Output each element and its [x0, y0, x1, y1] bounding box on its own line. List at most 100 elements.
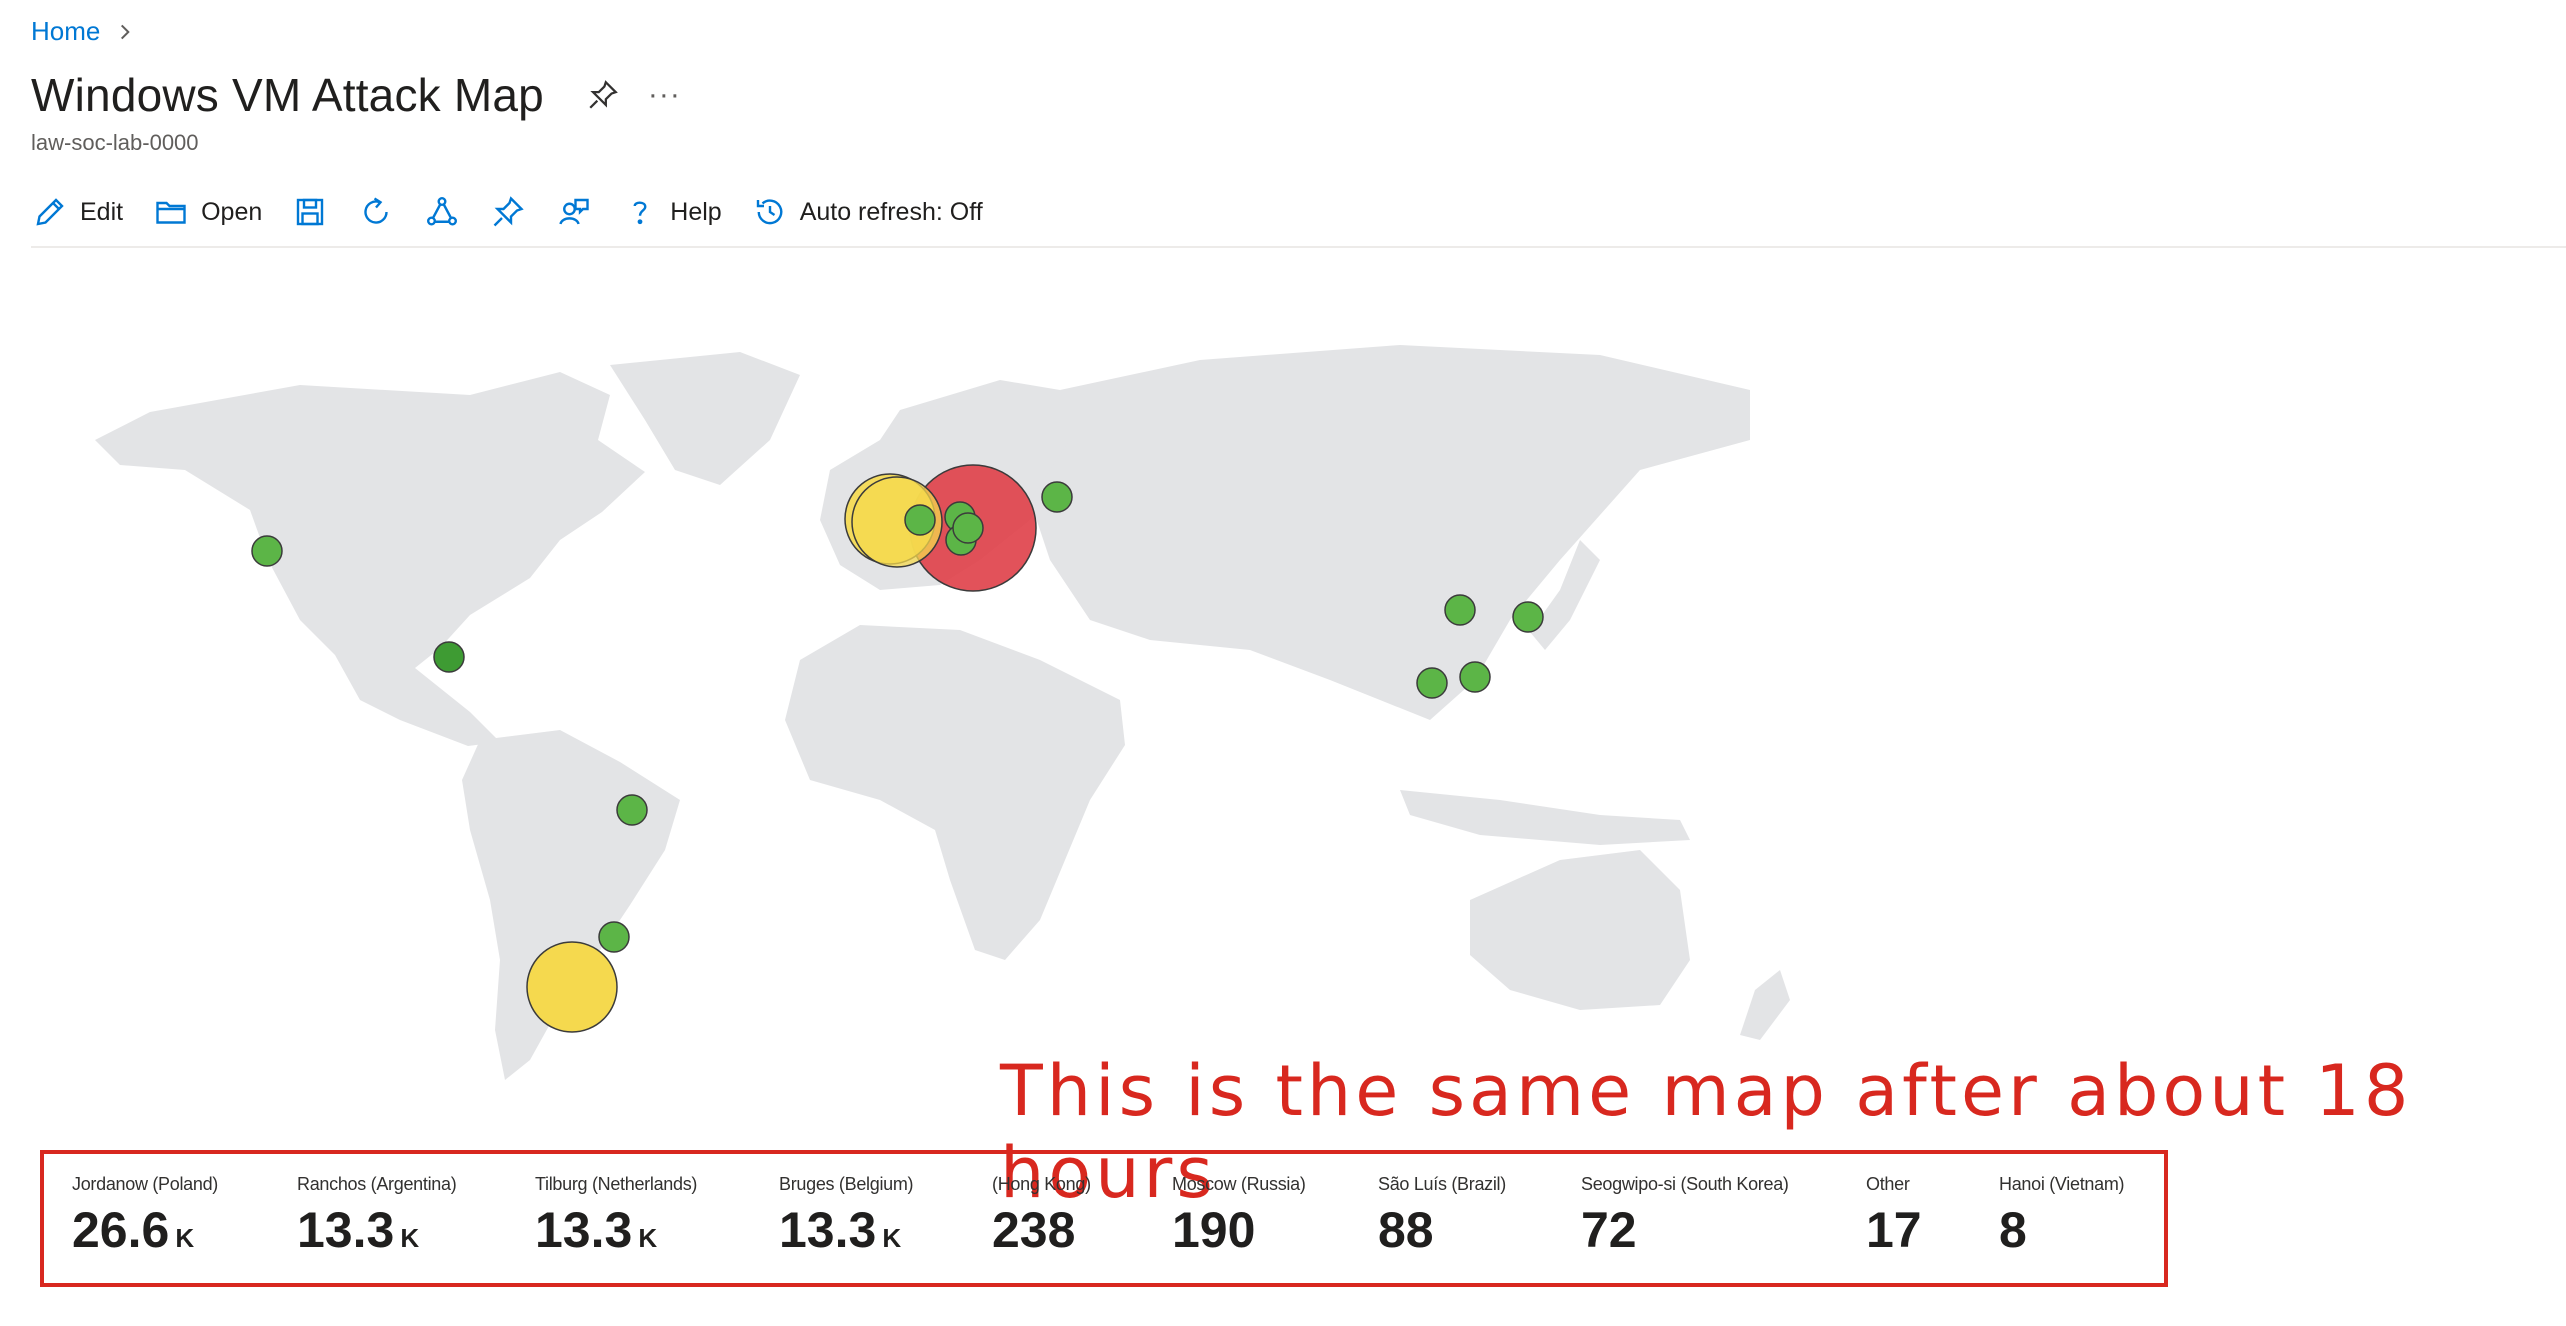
folder-open-icon: [156, 201, 186, 224]
marker-florida[interactable]: [433, 641, 465, 673]
auto-refresh-label: Auto refresh: Off: [799, 197, 983, 226]
refresh-icon: [364, 197, 388, 224]
tile-moscow[interactable]: Moscow (Russia) 190: [1172, 1174, 1306, 1259]
japan: [1530, 540, 1600, 650]
tile-value-row: 190: [1172, 1201, 1306, 1259]
north-america: [95, 372, 645, 746]
share-button[interactable]: [424, 194, 460, 230]
asia: [1030, 345, 1750, 720]
tile-value: 88: [1378, 1202, 1434, 1258]
tile-value-row: 238: [992, 1201, 1091, 1259]
tile-hong-kong[interactable]: (Hong Kong) 238: [992, 1174, 1091, 1259]
toolbar: Edit Open Help Auto refresh: Off: [32, 190, 1013, 234]
tile-label: Hanoi (Vietnam): [1999, 1174, 2125, 1194]
tile-hanoi[interactable]: Hanoi (Vietnam) 8: [1999, 1174, 2125, 1259]
chevron-right-icon: [121, 24, 131, 39]
world-map: [95, 345, 1790, 1080]
page-title: Windows VM Attack Map: [31, 69, 544, 121]
tile-value-row: 8: [1999, 1201, 2124, 1259]
new-zealand: [1740, 970, 1790, 1040]
tile-value: 72: [1581, 1202, 1637, 1258]
tile-value-row: 26.6 K: [72, 1201, 218, 1259]
australia: [1470, 850, 1690, 1010]
open-button[interactable]: Open: [153, 194, 262, 230]
tile-label: Moscow (Russia): [1172, 1174, 1306, 1194]
marker-germany[interactable]: [904, 504, 936, 536]
tile-unit: K: [882, 1223, 902, 1253]
title-row: Windows VM Attack Map ···: [31, 68, 681, 122]
marker-hanoi[interactable]: [1416, 667, 1448, 699]
pin-icon: [493, 196, 524, 227]
marker-korea[interactable]: [1512, 601, 1544, 633]
tile-unit: K: [400, 1223, 420, 1253]
marker-west-us[interactable]: [251, 535, 283, 567]
tile-value-row: 13.3 K: [535, 1201, 697, 1259]
tile-value-row: 88: [1378, 1201, 1506, 1259]
africa: [785, 625, 1125, 960]
marker-hong-kong[interactable]: [1459, 661, 1491, 693]
tile-other[interactable]: Other 17: [1866, 1174, 1928, 1259]
tile-value: 238: [992, 1202, 1076, 1258]
tile-tilburg[interactable]: Tilburg (Netherlands) 13.3 K: [535, 1174, 697, 1259]
tile-label: Seogwipo-si (South Korea): [1581, 1174, 1789, 1194]
tile-seogwipo[interactable]: Seogwipo-si (South Korea) 72: [1581, 1174, 1789, 1259]
greenland: [610, 352, 800, 485]
tile-label: Tilburg (Netherlands): [535, 1174, 698, 1194]
tile-value: 8: [1999, 1202, 2027, 1258]
marker-hungary[interactable]: [952, 512, 984, 544]
tile-label: Bruges (Belgium): [779, 1174, 914, 1194]
person-feedback-icon: [559, 198, 589, 225]
refresh-button[interactable]: [358, 194, 394, 230]
tile-value-row: 72: [1581, 1201, 1789, 1259]
tile-sao-luis[interactable]: São Luís (Brazil) 88: [1378, 1174, 1506, 1259]
attack-markers: [251, 464, 1544, 1033]
pin-to-dashboard-button[interactable]: [490, 194, 526, 230]
share-icon: [427, 196, 458, 226]
marker-sao-luis[interactable]: [616, 794, 648, 826]
tile-label: Other: [1866, 1174, 1910, 1194]
tile-ranchos[interactable]: Ranchos (Argentina) 13.3 K: [297, 1174, 457, 1259]
tile-value: 13.3: [297, 1202, 395, 1258]
marker-north-china[interactable]: [1444, 594, 1476, 626]
pencil-icon: [36, 198, 64, 226]
save-button[interactable]: [292, 194, 328, 230]
breadcrumb-home-link[interactable]: Home: [31, 16, 101, 46]
tile-value: 190: [1172, 1202, 1256, 1258]
feedback-button[interactable]: [556, 194, 592, 230]
tile-label: (Hong Kong): [992, 1174, 1091, 1194]
tile-jordanow[interactable]: Jordanow (Poland) 26.6 K: [72, 1174, 218, 1259]
question-icon: [633, 201, 647, 225]
open-label: Open: [201, 197, 263, 226]
marker-argentina[interactable]: [526, 941, 618, 1033]
marker-moscow[interactable]: [1041, 481, 1073, 513]
tile-value: 13.3: [535, 1202, 633, 1258]
tile-value-row: 17: [1866, 1201, 1928, 1259]
tile-value: 13.3: [779, 1202, 877, 1258]
tile-value-row: 13.3 K: [779, 1201, 913, 1259]
tile-unit: K: [638, 1223, 658, 1253]
history-icon: [756, 199, 783, 225]
pin-icon[interactable]: [586, 78, 620, 112]
marker-belgium[interactable]: [851, 476, 943, 568]
tile-unit: K: [175, 1223, 195, 1253]
edit-label: Edit: [80, 197, 124, 226]
tile-value-row: 13.3 K: [297, 1201, 456, 1259]
tile-label: São Luís (Brazil): [1378, 1174, 1506, 1194]
tile-label: Ranchos (Argentina): [297, 1174, 457, 1194]
save-icon: [297, 198, 324, 226]
tile-label: Jordanow (Poland): [72, 1174, 218, 1194]
landmasses: [95, 345, 1790, 1080]
more-options-button[interactable]: ···: [647, 78, 681, 111]
indonesia: [1400, 790, 1690, 845]
workspace-subtitle: law-soc-lab-0000: [31, 130, 199, 155]
location-tiles: Jordanow (Poland) 26.6 K Ranchos (Argenti…: [40, 1150, 2168, 1287]
edit-button[interactable]: Edit: [32, 194, 123, 230]
breadcrumb: Home: [31, 16, 136, 47]
caption-annotation: This is the same map after about 18 hour…: [1000, 1050, 2413, 1214]
help-button[interactable]: Help: [622, 194, 722, 230]
auto-refresh-button[interactable]: Auto refresh: Off: [752, 194, 983, 230]
marker-southern-brazil[interactable]: [598, 921, 630, 953]
help-label: Help: [670, 197, 722, 226]
tile-bruges[interactable]: Bruges (Belgium) 13.3 K: [779, 1174, 914, 1259]
toolbar-divider: [31, 246, 2566, 248]
